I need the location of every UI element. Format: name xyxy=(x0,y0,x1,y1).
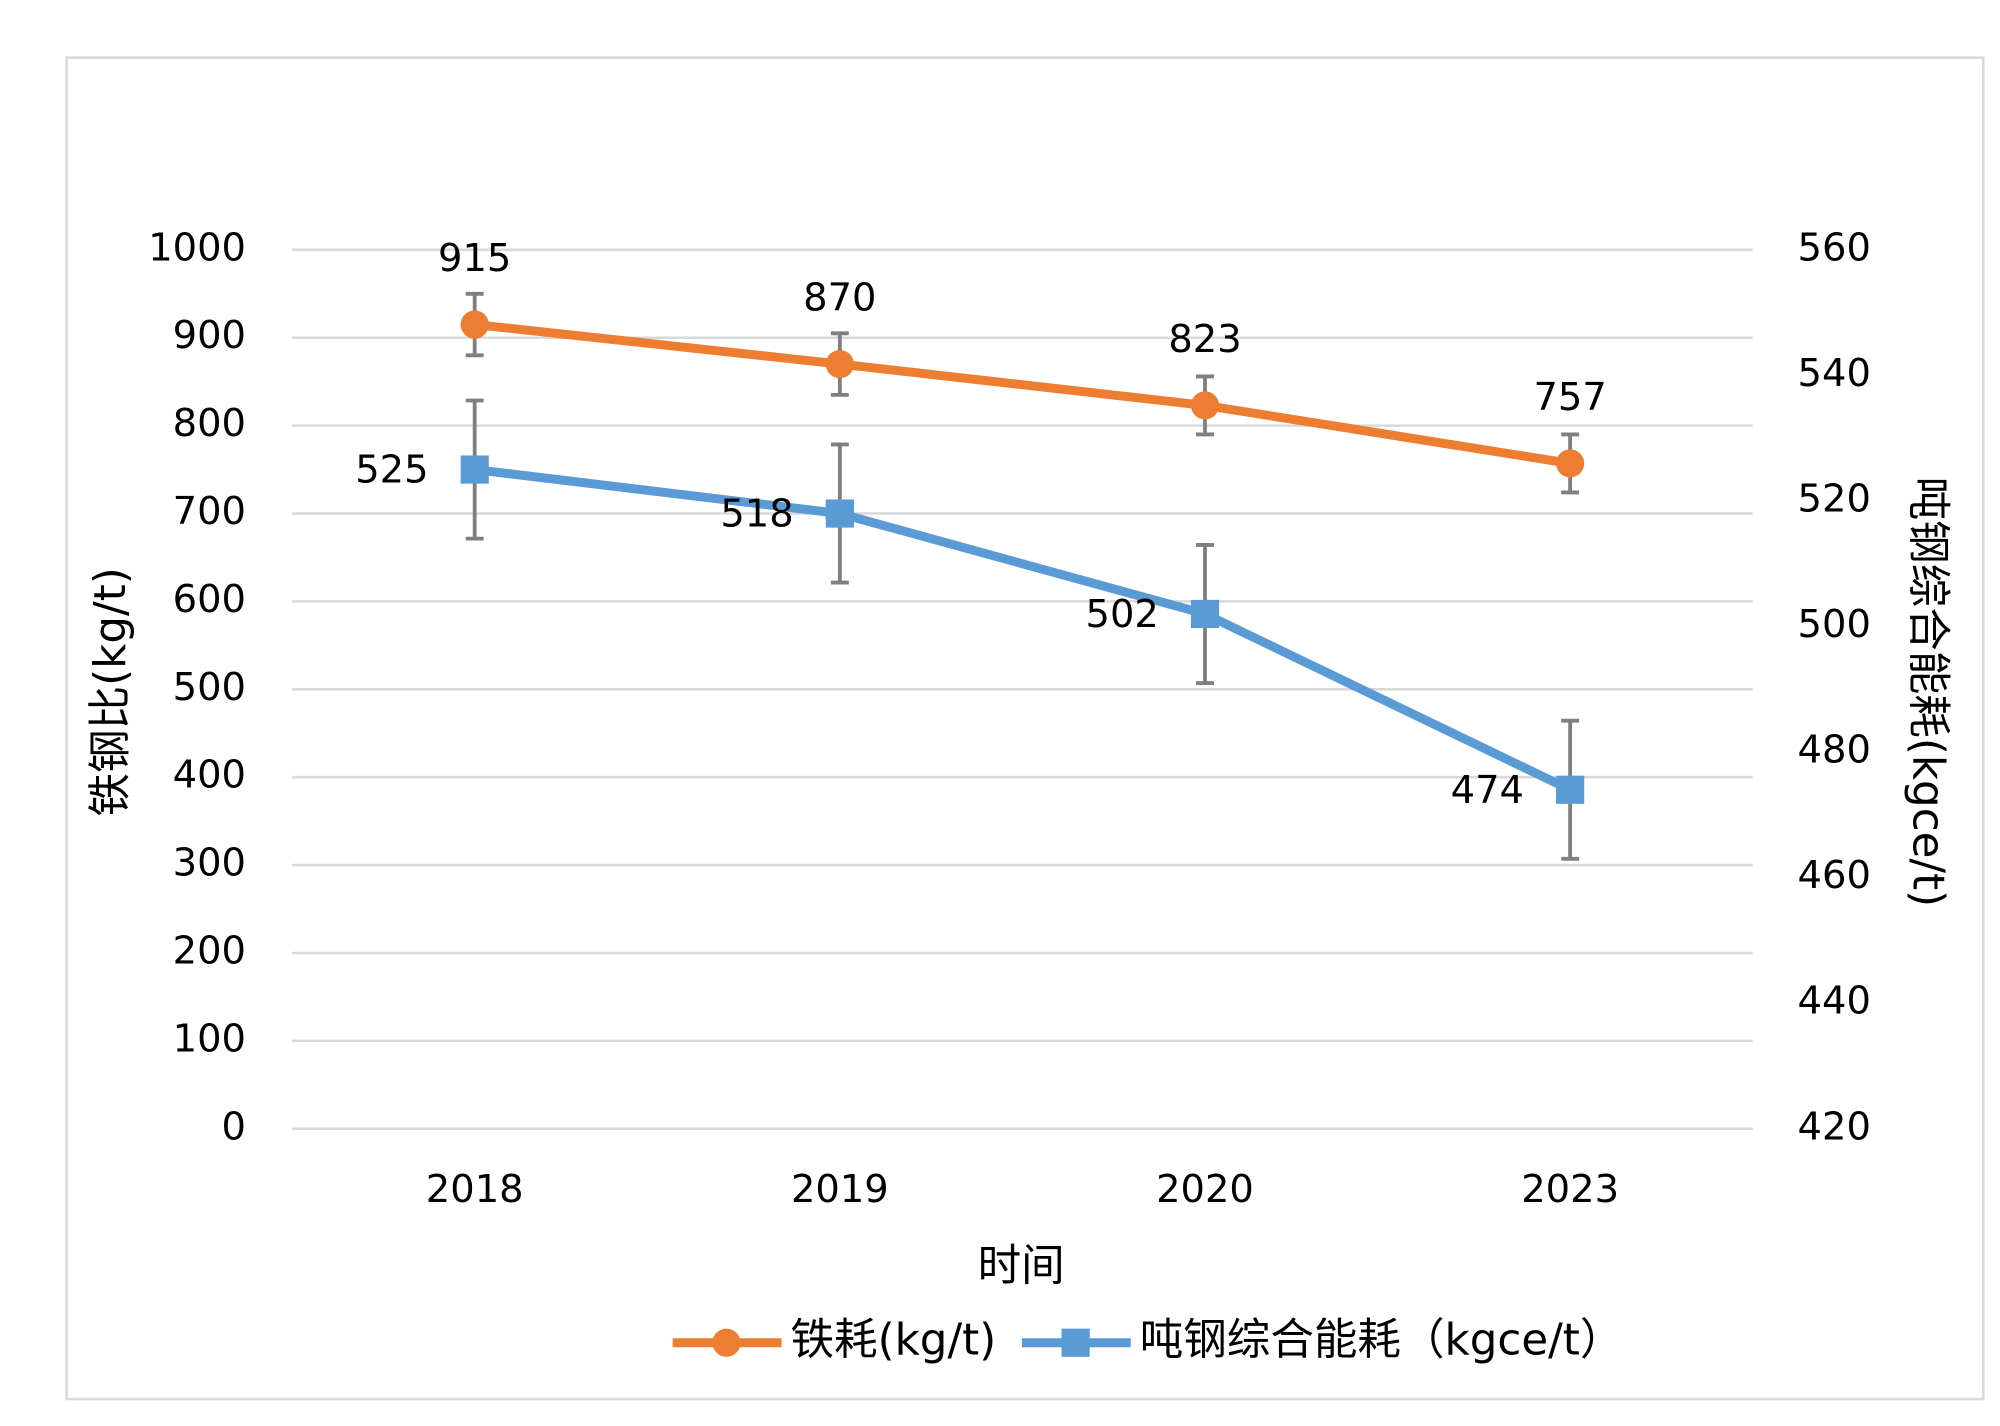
legend-marker xyxy=(712,1328,741,1357)
point xyxy=(1190,391,1220,420)
x-tick-label: 2018 xyxy=(426,1167,524,1212)
y-tick-label: 700 xyxy=(173,489,246,534)
x-axis-title: 时间 xyxy=(978,1241,1065,1291)
legend-label: 铁耗(kg/t) xyxy=(791,1316,997,1366)
data-label: 525 xyxy=(355,448,428,493)
y2-tick-label: 480 xyxy=(1798,728,1871,773)
data-label: 870 xyxy=(803,276,876,321)
x-tick-label: 2019 xyxy=(791,1167,889,1212)
point xyxy=(1190,599,1220,629)
series-line xyxy=(474,320,1571,468)
y-tick-label: 500 xyxy=(173,665,246,710)
data-label: 502 xyxy=(1086,592,1159,637)
y2-tick-label: 460 xyxy=(1798,853,1871,898)
y-tick-label: 200 xyxy=(173,928,246,973)
y2-tick-label: 540 xyxy=(1798,351,1871,396)
y2-tick-label: 520 xyxy=(1798,476,1871,521)
y-tick-label: 400 xyxy=(173,753,246,798)
x-tick-label: 2023 xyxy=(1521,1167,1619,1212)
y2-tick-label: 500 xyxy=(1798,602,1871,647)
legend-label: 吨钢综合能耗（kgce/t） xyxy=(1140,1316,1624,1366)
y2-axis-title: 吨钢综合能耗(kgce/t) xyxy=(1903,477,1953,908)
data-label: 915 xyxy=(438,236,511,281)
data-label: 757 xyxy=(1533,375,1606,420)
point xyxy=(825,499,854,528)
data-label: 474 xyxy=(1451,768,1524,813)
point xyxy=(1556,775,1585,804)
point xyxy=(825,350,854,379)
data-label: 823 xyxy=(1168,317,1241,362)
y2-tick-label: 420 xyxy=(1798,1104,1871,1149)
y-tick-label: 800 xyxy=(173,401,246,446)
chart-frame xyxy=(65,56,1985,1401)
y-axis-title: 铁钢比(kg/t) xyxy=(86,567,136,816)
y2-tick-label: 440 xyxy=(1798,979,1871,1024)
y-tick-label: 300 xyxy=(173,841,246,886)
y-tick-label: 0 xyxy=(222,1104,246,1149)
series-line xyxy=(474,465,1573,794)
y-tick-label: 900 xyxy=(173,313,246,358)
x-tick-label: 2020 xyxy=(1156,1167,1254,1212)
y-tick-label: 600 xyxy=(173,577,246,622)
y2-tick-label: 560 xyxy=(1798,225,1871,270)
point xyxy=(1556,449,1585,478)
data-label: 518 xyxy=(720,492,793,537)
legend-marker xyxy=(1061,1328,1090,1357)
point xyxy=(460,310,489,339)
y-tick-label: 100 xyxy=(173,1016,246,1061)
point xyxy=(460,455,489,484)
y-tick-label: 1000 xyxy=(148,225,246,270)
